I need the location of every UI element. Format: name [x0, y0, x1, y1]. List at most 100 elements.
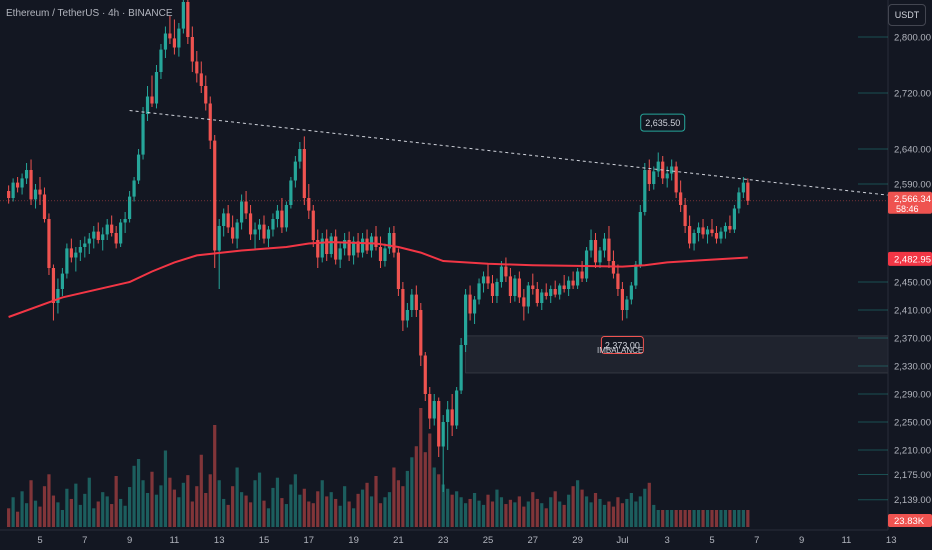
volume-bar — [329, 492, 333, 527]
volume-bar — [16, 511, 20, 527]
volume-bar — [172, 489, 176, 527]
time-tick-label: 29 — [572, 535, 583, 546]
price-tick-label: 2,250.00 — [894, 418, 931, 429]
candle-body — [723, 226, 728, 232]
price-axis[interactable]: 2,800.00 2,720.00 2,640.00 2,590.00 2,450.00… — [858, 33, 931, 507]
candle-body — [432, 401, 436, 419]
price-tick-label: 2,410.00 — [894, 306, 931, 317]
volume-bar — [450, 494, 454, 527]
candle-body — [60, 273, 64, 289]
volume-bar — [540, 503, 544, 527]
candle-body — [392, 233, 396, 253]
volume-bar — [65, 488, 69, 527]
candle-body — [163, 33, 168, 50]
candle-body — [701, 227, 705, 235]
volume-bar — [481, 504, 486, 527]
candle-body — [168, 33, 172, 39]
candle-body — [567, 280, 571, 289]
candle-body — [499, 266, 504, 282]
volume-bars — [7, 408, 750, 527]
candle-body — [96, 231, 100, 240]
imbalance-zone-group — [465, 335, 889, 374]
time-tick-label: 13 — [214, 535, 225, 546]
volume-bar — [446, 488, 450, 527]
candle-body — [222, 213, 226, 226]
volume-bar — [356, 493, 360, 527]
candle-body — [544, 292, 548, 296]
time-axis[interactable]: 5 7 9 11 13 15 17 19 21 23 25 27 29 Jul 3 5 7 9 11 13 — [37, 535, 896, 546]
candle-body — [423, 355, 427, 394]
candle-body — [414, 294, 418, 310]
candle-body — [47, 219, 51, 268]
volume-bar — [558, 501, 562, 527]
volume-bar — [562, 504, 566, 527]
volume-bar — [280, 498, 284, 527]
volume-bar — [616, 497, 620, 527]
time-tick-label: 25 — [483, 535, 494, 546]
candle-body — [656, 161, 660, 172]
candle-body — [387, 233, 392, 249]
volume-bar — [423, 452, 427, 527]
candle-body — [275, 210, 280, 219]
candle-body — [683, 205, 687, 226]
volume-bar — [360, 489, 365, 527]
volume-bar — [96, 501, 100, 527]
candle-body — [302, 149, 306, 198]
candle-body — [159, 49, 163, 72]
price-tick-label: 2,720.00 — [894, 89, 931, 100]
candle-body — [495, 282, 499, 296]
volume-bar — [29, 480, 33, 527]
candle-body — [665, 173, 669, 179]
candle-body — [284, 205, 288, 228]
candle-body — [437, 401, 441, 447]
volume-bar — [517, 496, 521, 527]
volume-bar — [316, 491, 320, 527]
candle-body — [145, 96, 150, 114]
time-tick-label: 11 — [841, 535, 851, 546]
candle-body — [629, 285, 633, 300]
price-tick-label: 2,210.00 — [894, 446, 931, 457]
volume-bar — [33, 500, 38, 527]
volume-bar — [459, 497, 463, 527]
candle-body — [746, 182, 750, 201]
candle-body — [410, 294, 414, 310]
candle-body — [266, 229, 271, 239]
candle-body — [38, 189, 42, 195]
candle-body — [150, 96, 154, 104]
symbol-header: Ethereum / TetherUS · 4h · BINANCE — [6, 8, 173, 19]
candle-body — [562, 285, 566, 289]
candle-body — [69, 248, 73, 258]
candle-body — [481, 276, 486, 284]
volume-bar — [266, 508, 271, 527]
volume-bar — [576, 480, 580, 527]
volume-bar — [549, 497, 553, 527]
candle-body — [455, 390, 459, 426]
volume-bar — [42, 486, 47, 527]
volume-bar — [432, 467, 436, 527]
ma-price-badge — [888, 251, 932, 266]
volume-bar — [414, 446, 418, 527]
volume-bar — [472, 493, 477, 527]
candle-body — [177, 28, 181, 48]
volume-bar — [275, 477, 280, 527]
candle-body — [705, 229, 710, 235]
volume-bar — [325, 496, 329, 527]
volume-bar — [580, 489, 584, 527]
volume-bar — [629, 493, 633, 527]
volume-bar — [679, 510, 683, 527]
candle-body — [83, 243, 87, 247]
volume-bar — [168, 477, 172, 527]
candle-body — [74, 252, 78, 258]
volume-bar — [244, 495, 248, 527]
candle-body — [87, 238, 91, 244]
currency-button[interactable]: USDT — [888, 4, 926, 26]
volume-bar — [486, 494, 490, 527]
candle-body — [652, 171, 656, 184]
volume-bar — [504, 504, 508, 527]
candle-body — [195, 61, 199, 74]
candle-body — [365, 238, 369, 251]
volume-bar — [334, 498, 338, 527]
price-tick-label: 2,370.00 — [894, 334, 931, 345]
candle-body — [33, 189, 38, 200]
